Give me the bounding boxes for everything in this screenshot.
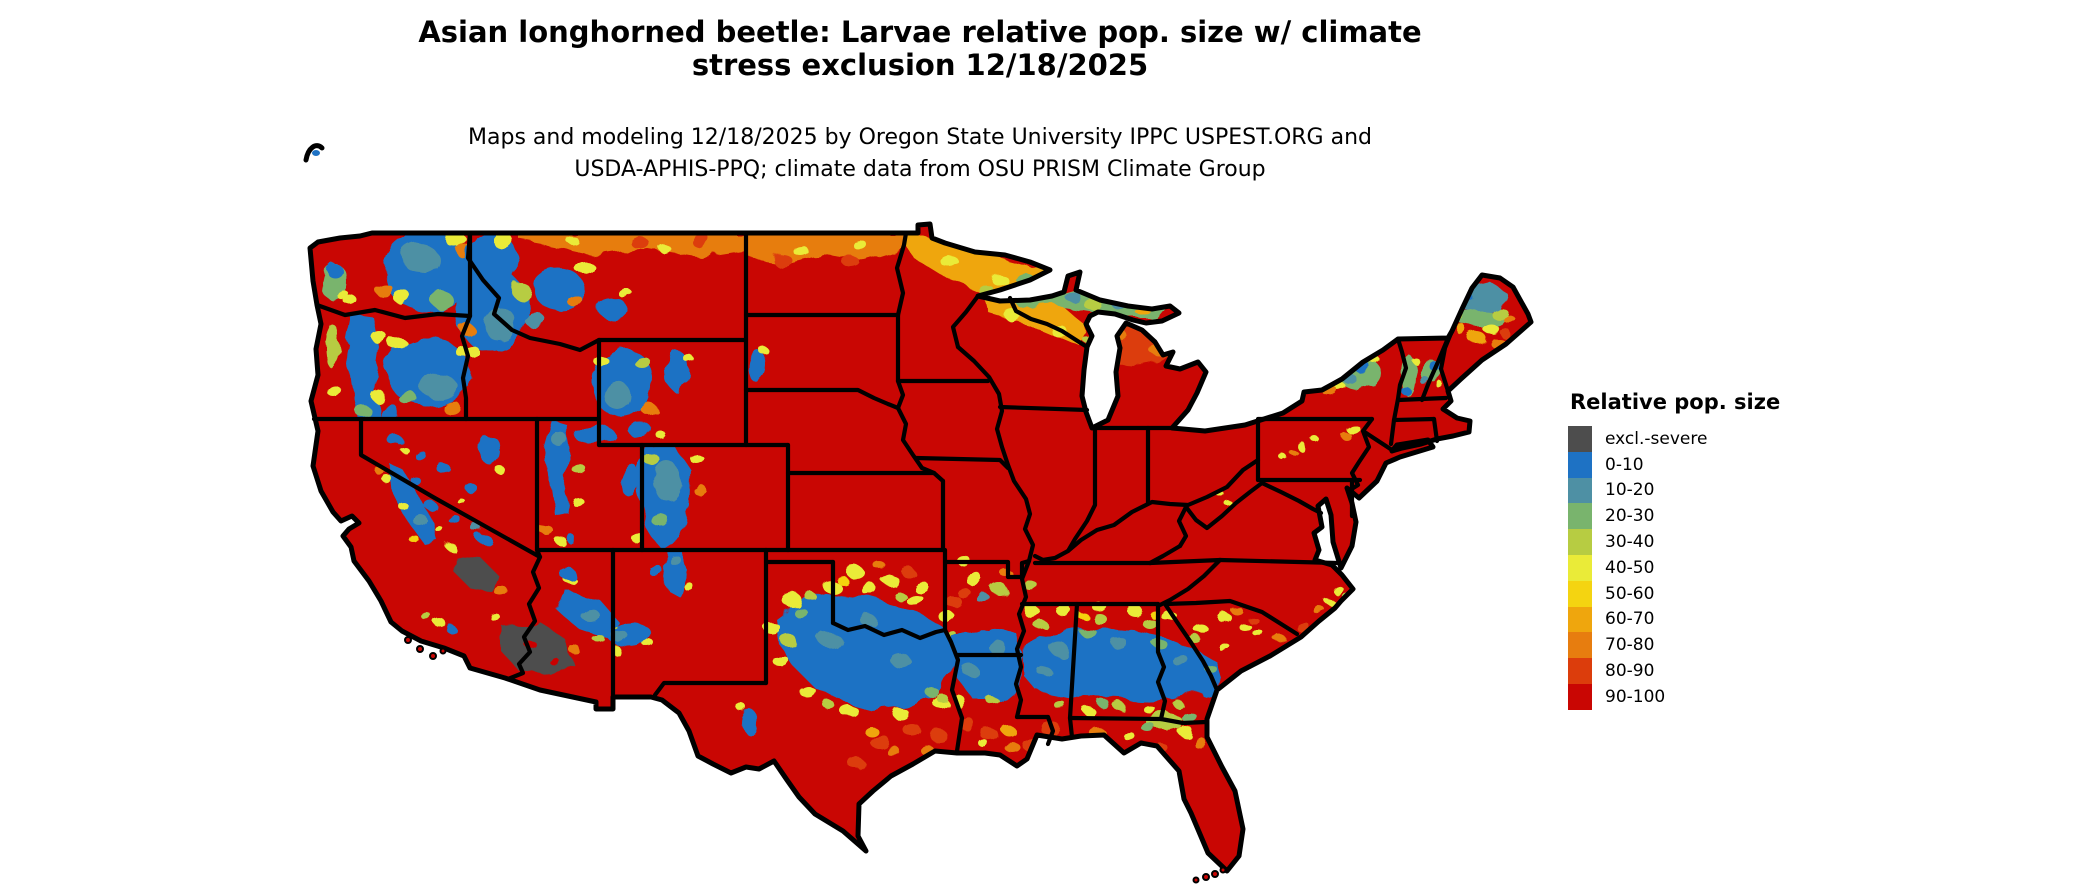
legend-swatch-0-10: [1568, 451, 1592, 478]
legend-swatch-60-70: [1568, 606, 1592, 633]
legend-title: Relative pop. size: [1570, 390, 1781, 414]
legend-label: 80-90: [1605, 661, 1655, 682]
legend-label: excl.-severe: [1605, 428, 1708, 449]
legend-row: 90-100: [1568, 683, 1868, 710]
legend-swatch-50-60: [1568, 580, 1592, 607]
legend-swatch-10-20: [1568, 477, 1592, 504]
legend-row: 50-60: [1568, 580, 1868, 607]
legend-row: 10-20: [1568, 477, 1868, 504]
legend-label: 90-100: [1605, 686, 1666, 707]
legend-row: 40-50: [1568, 554, 1868, 581]
map-subtitle-line1: Maps and modeling 12/18/2025 by Oregon S…: [468, 125, 1372, 150]
legend-label: 60-70: [1605, 609, 1655, 630]
legend-swatch-90-100: [1568, 683, 1592, 710]
state-borders: [311, 230, 1455, 754]
legend-row: 70-80: [1568, 632, 1868, 659]
legend-row: excl.-severe: [1568, 426, 1868, 452]
legend-row: 0-10: [1568, 451, 1868, 478]
legend-label: 20-30: [1605, 506, 1655, 527]
legend-label: 70-80: [1605, 635, 1655, 656]
legend-swatch-excl-severe: [1568, 426, 1592, 452]
legend-swatch-70-80: [1568, 632, 1592, 659]
legend-swatch-30-40: [1568, 529, 1592, 555]
raster-patches: [321, 232, 1516, 768]
legend-row: 60-70: [1568, 606, 1868, 633]
map-subtitle: Maps and modeling 12/18/2025 by Oregon S…: [0, 122, 1840, 186]
legend-label: 30-40: [1605, 532, 1655, 553]
legend-label: 10-20: [1605, 480, 1655, 501]
legend-swatch-40-50: [1568, 554, 1592, 581]
islands: [303, 143, 1227, 884]
map-title-line2: stress exclusion 12/18/2025: [691, 48, 1149, 82]
legend-label: 50-60: [1605, 583, 1655, 604]
legend-row: 20-30: [1568, 503, 1868, 530]
national-outline: [307, 221, 1534, 874]
map-title: Asian longhorned beetle: Larvae relative…: [0, 16, 1840, 82]
legend: Relative pop. size excl.-severe 0-10 10-…: [1568, 390, 1868, 710]
map-subtitle-line2: USDA-APHIS-PPQ; climate data from OSU PR…: [574, 157, 1266, 182]
legend-row: 80-90: [1568, 658, 1868, 684]
map-title-line1: Asian longhorned beetle: Larvae relative…: [418, 15, 1422, 49]
legend-swatch-80-90: [1568, 658, 1592, 684]
legend-label: 0-10: [1605, 454, 1644, 475]
legend-row: 30-40: [1568, 529, 1868, 555]
legend-swatch-20-30: [1568, 503, 1592, 530]
legend-label: 40-50: [1605, 557, 1655, 578]
